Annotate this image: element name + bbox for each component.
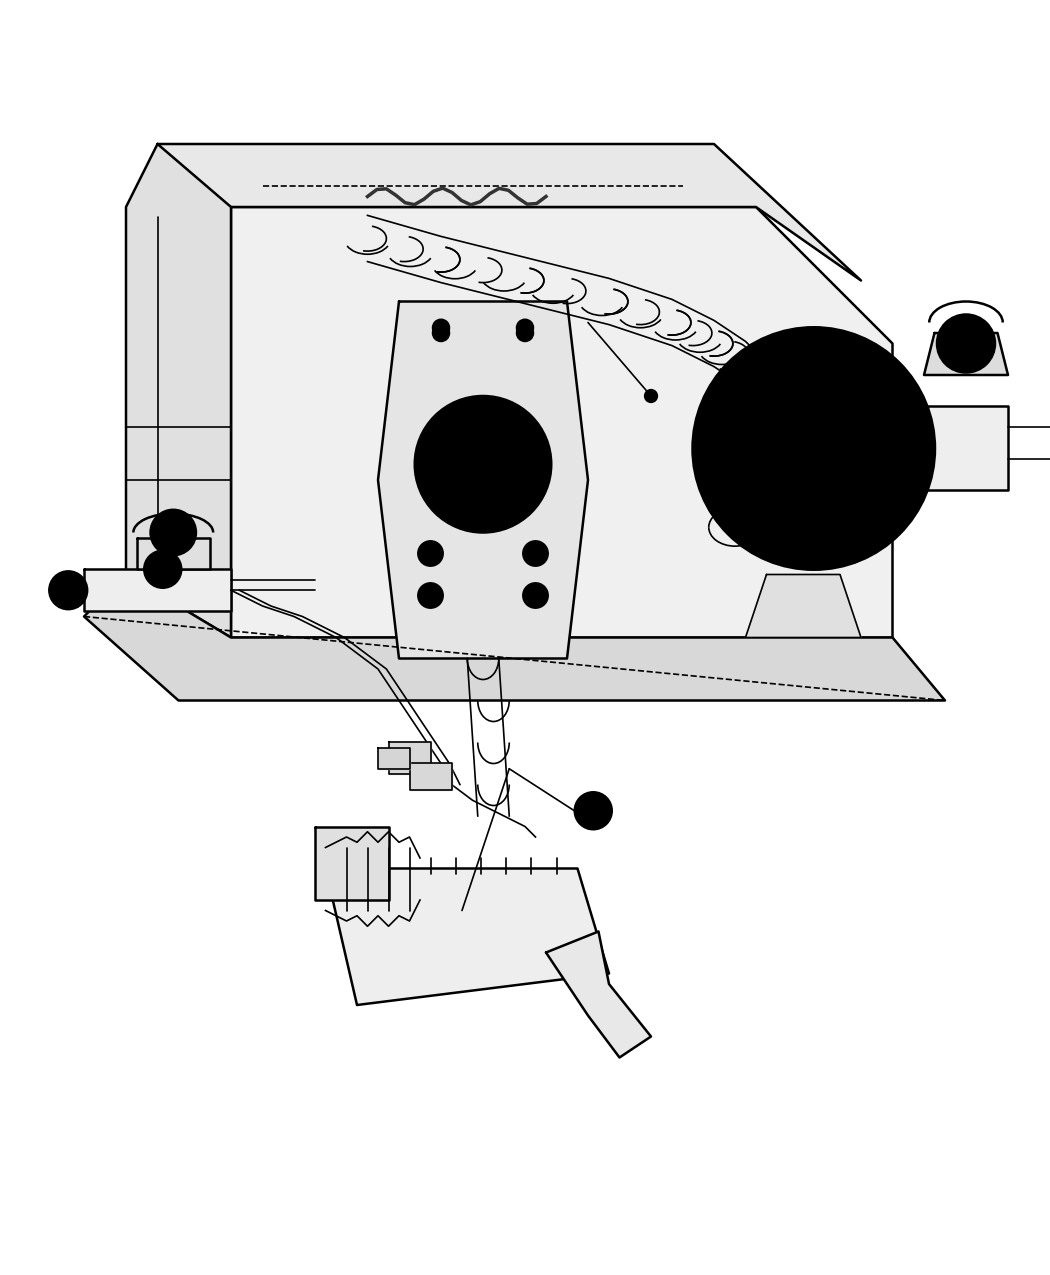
Circle shape — [49, 571, 87, 609]
Polygon shape — [231, 207, 892, 638]
Circle shape — [433, 319, 449, 337]
Polygon shape — [388, 742, 430, 774]
Polygon shape — [84, 575, 945, 700]
Circle shape — [574, 792, 612, 830]
Polygon shape — [410, 764, 452, 789]
Polygon shape — [378, 301, 588, 658]
Circle shape — [144, 551, 182, 588]
Polygon shape — [84, 569, 231, 611]
Text: 1: 1 — [158, 562, 168, 576]
Circle shape — [645, 390, 657, 403]
Polygon shape — [126, 144, 231, 638]
Circle shape — [523, 541, 548, 566]
Circle shape — [693, 328, 934, 569]
Circle shape — [418, 541, 443, 566]
Polygon shape — [136, 538, 210, 569]
Polygon shape — [882, 407, 1008, 491]
Polygon shape — [326, 868, 609, 1005]
Polygon shape — [746, 575, 861, 638]
Text: 1: 1 — [588, 803, 598, 817]
Polygon shape — [315, 826, 388, 900]
Circle shape — [517, 319, 533, 337]
Circle shape — [470, 451, 496, 477]
Circle shape — [937, 314, 995, 372]
Circle shape — [523, 583, 548, 608]
Circle shape — [150, 510, 196, 556]
Circle shape — [418, 583, 443, 608]
Circle shape — [415, 397, 551, 533]
Polygon shape — [546, 932, 651, 1057]
Polygon shape — [924, 333, 1008, 375]
Circle shape — [433, 325, 449, 342]
Circle shape — [517, 325, 533, 342]
Polygon shape — [158, 144, 861, 280]
Polygon shape — [378, 747, 410, 769]
